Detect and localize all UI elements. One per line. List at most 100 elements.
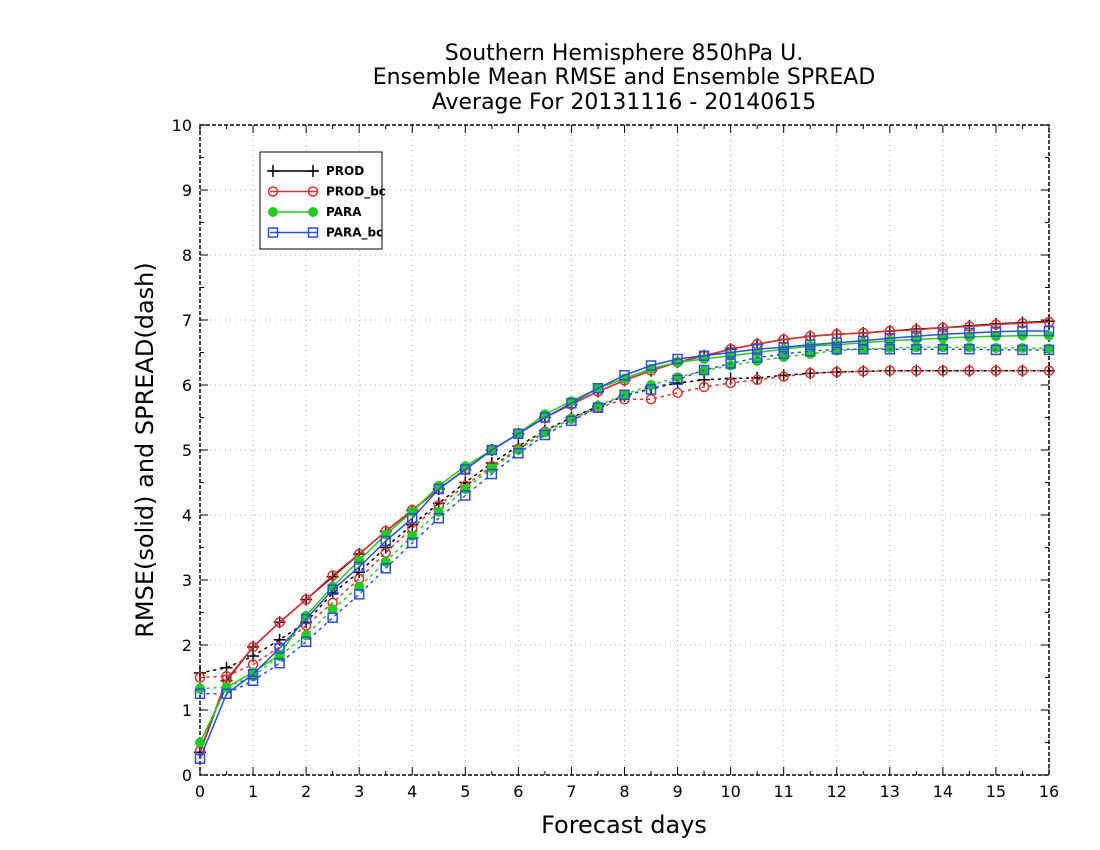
rmse-point bbox=[513, 428, 524, 439]
rmse-point bbox=[194, 753, 206, 764]
y-tick-label: 2 bbox=[182, 636, 192, 655]
spread-point bbox=[751, 374, 763, 386]
rmse-point bbox=[247, 641, 259, 653]
legend-marker bbox=[268, 207, 278, 217]
legend-marker bbox=[307, 186, 319, 197]
legend-label: PROD_bc bbox=[326, 185, 386, 200]
x-tick-label: 11 bbox=[774, 782, 794, 801]
spread-point bbox=[858, 366, 869, 377]
y-axis-label: RMSE(solid) and SPREAD(dash) bbox=[131, 262, 159, 638]
x-tick-label: 14 bbox=[933, 782, 953, 801]
x-tick-label: 13 bbox=[880, 782, 900, 801]
spread-point bbox=[353, 589, 365, 600]
legend-marker bbox=[267, 165, 279, 177]
spread-point bbox=[831, 366, 842, 378]
rmse-point bbox=[911, 331, 922, 342]
legend: PROD PROD_bc PARA PARA_bc bbox=[259, 151, 386, 250]
spread-point bbox=[513, 448, 524, 459]
spread-point bbox=[221, 682, 232, 693]
x-tick-label: 9 bbox=[672, 782, 682, 801]
x-tick-label: 2 bbox=[301, 782, 311, 801]
x-tick-label: 5 bbox=[460, 782, 470, 801]
rmse-line bbox=[199, 330, 1049, 760]
rmse-point bbox=[884, 325, 896, 337]
x-tick-label: 1 bbox=[248, 782, 258, 801]
spread-point bbox=[804, 368, 816, 379]
rmse-point bbox=[778, 334, 789, 345]
y-tick-label: 7 bbox=[182, 311, 192, 330]
y-tick-label: 10 bbox=[172, 116, 192, 135]
spread-point bbox=[247, 675, 259, 686]
spread-point bbox=[725, 377, 736, 389]
spread-point bbox=[221, 688, 232, 699]
spread-point bbox=[884, 365, 896, 376]
legend-label: PARA_bc bbox=[326, 226, 383, 241]
spread-point bbox=[274, 657, 285, 669]
rmse-point bbox=[460, 464, 471, 475]
rmse-point bbox=[195, 737, 205, 748]
rmse-point bbox=[566, 397, 577, 409]
spread-point bbox=[804, 345, 816, 357]
spread-point bbox=[300, 636, 312, 647]
rmse-point bbox=[964, 327, 975, 339]
rmse-point bbox=[433, 483, 445, 495]
spread-point bbox=[194, 672, 206, 683]
rmse-point bbox=[247, 669, 259, 680]
legend-entry: PROD bbox=[267, 164, 364, 178]
x-tick-label: 12 bbox=[827, 782, 847, 801]
rmse-point bbox=[1017, 325, 1028, 337]
spread-point bbox=[380, 563, 391, 574]
spread-point bbox=[566, 415, 577, 426]
legend-marker bbox=[308, 207, 318, 217]
spread-point bbox=[460, 490, 471, 501]
rmse-point bbox=[858, 327, 869, 339]
spread-point bbox=[911, 365, 922, 376]
y-tick-label: 6 bbox=[182, 376, 192, 395]
spread-point bbox=[645, 384, 657, 395]
legend-entry: PARA bbox=[268, 205, 362, 219]
spread-point bbox=[194, 688, 206, 699]
rmse-point bbox=[407, 513, 418, 524]
y-tick-label: 5 bbox=[182, 441, 192, 460]
rmse-point bbox=[937, 329, 949, 340]
rmse-point bbox=[380, 535, 391, 547]
x-tick-label: 16 bbox=[1039, 782, 1059, 801]
spread-point bbox=[964, 365, 975, 376]
spread-point bbox=[990, 344, 1002, 356]
spread-point bbox=[539, 429, 551, 441]
rmse-point bbox=[672, 353, 683, 365]
spread-point bbox=[486, 463, 497, 474]
spread-point bbox=[486, 468, 498, 480]
x-tick-label: 0 bbox=[195, 782, 205, 801]
spread-point bbox=[300, 620, 312, 631]
chart-subtitle-period: Average For 20131116 - 20140615 bbox=[432, 90, 817, 115]
legend-marker bbox=[267, 186, 279, 197]
spread-point bbox=[619, 389, 630, 400]
legend-entry: PROD_bc bbox=[267, 185, 386, 200]
spread-point bbox=[539, 427, 550, 438]
legend-marker bbox=[307, 165, 319, 177]
rmse-point bbox=[964, 321, 975, 332]
rmse-point bbox=[274, 617, 285, 628]
y-tick-label: 8 bbox=[182, 246, 192, 265]
spread-point bbox=[884, 344, 896, 355]
rmse-point bbox=[1043, 325, 1055, 337]
spread-point bbox=[433, 513, 445, 524]
spread-point bbox=[778, 348, 789, 360]
chart-subtitle: Ensemble Mean RMSE and Ensemble SPREAD bbox=[373, 65, 876, 90]
spread-line bbox=[199, 369, 1050, 674]
rmse-point bbox=[300, 594, 312, 605]
rmse-point bbox=[698, 350, 710, 361]
spread-point bbox=[751, 352, 763, 363]
series-group bbox=[194, 315, 1055, 764]
rmse-point bbox=[990, 319, 1002, 330]
spread-point bbox=[937, 344, 949, 355]
x-tick-label: 4 bbox=[407, 782, 417, 801]
rmse-point bbox=[619, 370, 630, 381]
y-tick-label: 3 bbox=[182, 571, 192, 590]
spread-point bbox=[380, 556, 391, 567]
series-para-bc bbox=[194, 325, 1055, 764]
x-tick-label: 7 bbox=[566, 782, 576, 801]
spread-point bbox=[725, 358, 736, 369]
spread-point bbox=[698, 364, 710, 376]
